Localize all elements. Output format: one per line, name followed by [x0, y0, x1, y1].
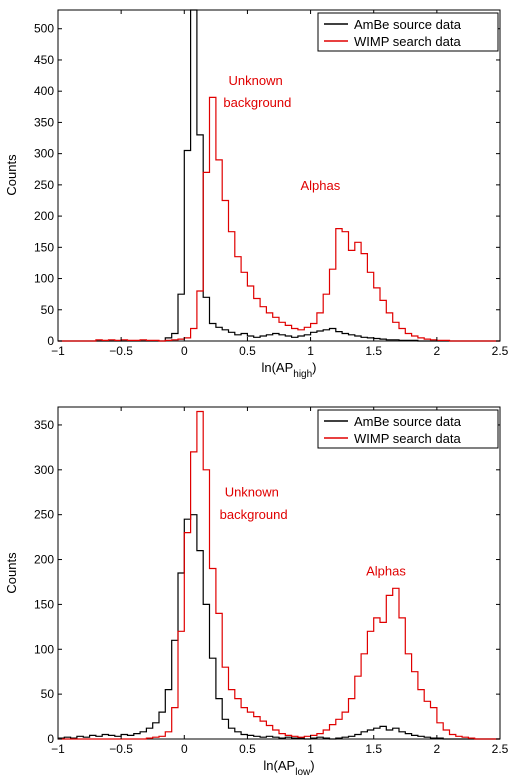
x-tick-label: 2.5: [492, 344, 509, 358]
x-tick-label: −1: [51, 344, 65, 358]
annotation: Unknown: [225, 485, 279, 500]
y-tick-label: 500: [34, 22, 54, 36]
annotation: Alphas: [300, 178, 340, 193]
y-tick-label: 400: [34, 84, 54, 98]
x-tick-label: −1: [51, 742, 65, 756]
plot-area: [57, 9, 501, 342]
plot-area: [57, 406, 501, 740]
x-tick-label: −0.5: [109, 344, 133, 358]
y-tick-label: 50: [41, 687, 55, 701]
x-tick-label: 2: [434, 742, 441, 756]
annotation: background: [220, 507, 288, 522]
annotation: Alphas: [366, 564, 406, 579]
chart-top: −1 −0.5 0 0.5 1 1.5 2 2.5 0 50 100 150 200 250 300 350 4…: [4, 9, 509, 380]
y-tick-label: 0: [47, 732, 54, 746]
y-axis-label: Counts: [4, 154, 19, 196]
x-axis-label: ln(APhigh): [261, 360, 316, 380]
series-wimp-line: [58, 96, 500, 342]
y-tick-label: 300: [34, 463, 54, 477]
x-tick-label: −0.5: [109, 742, 133, 756]
y-tick-label: 350: [34, 115, 54, 129]
y-tick-label: 200: [34, 553, 54, 567]
y-tick-label: 50: [41, 303, 55, 317]
legend: AmBe source data WIMP search data: [317, 409, 499, 449]
x-tick-label: 2: [434, 344, 441, 358]
x-axis-label-subscript: low: [295, 767, 311, 778]
legend-box: [317, 12, 499, 52]
legend-box: [317, 409, 499, 449]
y-tick-label: 100: [34, 272, 54, 286]
chart-bottom: −1 −0.5 0 0.5 1 1.5 2 2.5 0 50 100 150 200 250 300 350 C…: [4, 406, 509, 778]
y-tick-label: 200: [34, 209, 54, 223]
x-axis-label-main: ln(AP: [261, 360, 293, 375]
x-tick-label: 0: [181, 742, 188, 756]
y-tick-label: 300: [34, 147, 54, 161]
y-tick-label: 150: [34, 597, 54, 611]
y-tick-label: 350: [34, 418, 54, 432]
legend-label-wimp: WIMP search data: [354, 431, 461, 446]
x-axis-label-close: ): [310, 758, 314, 773]
x-tick-label: 0.5: [239, 344, 256, 358]
x-axis-label-subscript: high: [293, 369, 312, 380]
x-tick-label: 1: [307, 344, 314, 358]
x-tick-label: 0.5: [239, 742, 256, 756]
x-tick-label: 1.5: [365, 742, 382, 756]
x-axis-label: ln(APlow): [263, 758, 314, 778]
legend-label-ambe: AmBe source data: [354, 17, 462, 32]
x-axis-label-close: ): [312, 360, 316, 375]
y-tick-label: 150: [34, 240, 54, 254]
x-tick-label: 1.5: [365, 344, 382, 358]
y-tick-label: 100: [34, 642, 54, 656]
y-axis-label: Counts: [4, 552, 19, 594]
series-ambe-line: [58, 9, 500, 342]
legend: AmBe source data WIMP search data: [317, 12, 499, 52]
y-tick-label: 250: [34, 178, 54, 192]
x-tick-label: 2.5: [492, 742, 509, 756]
annotation: background: [223, 95, 291, 110]
series-wimp-line: [58, 410, 500, 740]
y-tick-label: 450: [34, 53, 54, 67]
y-tick-label: 250: [34, 508, 54, 522]
y-tick-label: 0: [47, 334, 54, 348]
legend-label-ambe: AmBe source data: [354, 414, 462, 429]
annotation: Unknown: [228, 73, 282, 88]
x-axis-label-main: ln(AP: [263, 758, 295, 773]
series-ambe-line: [58, 514, 500, 740]
legend-label-wimp: WIMP search data: [354, 34, 461, 49]
x-tick-label: 0: [181, 344, 188, 358]
x-tick-label: 1: [307, 742, 314, 756]
